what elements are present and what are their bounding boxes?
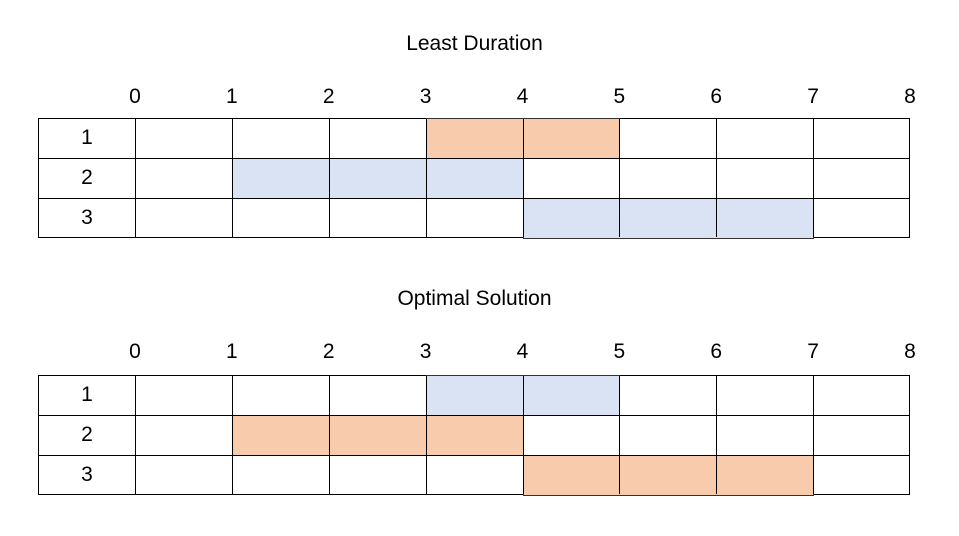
- tick-label: 5: [613, 340, 626, 363]
- tick-label: 0: [129, 85, 141, 108]
- tick-label: 2: [322, 340, 335, 363]
- row-label: 1: [81, 126, 93, 149]
- tick-label: 6: [710, 85, 723, 108]
- tick-label: 8: [904, 85, 916, 108]
- schedule-grid: 1 2 3: [38, 375, 910, 496]
- task-bar-row-2: [231, 158, 524, 199]
- panel-title: Least Duration: [406, 32, 543, 55]
- column-divider: [522, 119, 524, 237]
- panel-title: Optimal Solution: [397, 287, 552, 310]
- column-divider: [425, 119, 427, 237]
- schedule-grid: 1 2 3: [38, 118, 910, 239]
- row-divider: [39, 198, 909, 199]
- column-divider: [813, 376, 815, 494]
- row-label: 2: [81, 423, 93, 446]
- row-divider: [39, 158, 909, 159]
- row-divider: [39, 455, 909, 456]
- column-divider: [813, 119, 815, 237]
- row-label: 2: [81, 166, 93, 189]
- tick-label: 4: [516, 340, 529, 363]
- row-label: 1: [81, 383, 93, 406]
- column-divider: [522, 376, 524, 494]
- tick-label: 7: [807, 85, 819, 108]
- tick-label: 6: [710, 340, 723, 363]
- tick-label: 1: [226, 85, 238, 108]
- column-divider: [425, 376, 427, 494]
- column-divider: [619, 119, 621, 237]
- task-bar-row-3: [522, 198, 815, 239]
- tick-label: 4: [516, 85, 529, 108]
- tick-label: 0: [129, 340, 141, 363]
- tick-label: 2: [322, 85, 335, 108]
- tick-label: 3: [419, 340, 432, 363]
- task-bar-row-2: [231, 415, 524, 456]
- row-label: 3: [81, 463, 93, 486]
- task-bar-row-3: [522, 455, 815, 496]
- column-divider: [135, 376, 136, 494]
- row-divider: [39, 415, 909, 416]
- column-divider: [716, 376, 718, 494]
- tick-label: 1: [226, 340, 238, 363]
- column-divider: [231, 119, 233, 237]
- tick-label: 7: [807, 340, 819, 363]
- column-divider: [328, 376, 330, 494]
- column-divider: [135, 119, 136, 237]
- tick-label: 5: [613, 85, 626, 108]
- column-divider: [328, 119, 330, 237]
- tick-label: 3: [419, 85, 432, 108]
- column-divider: [231, 376, 233, 494]
- tick-label: 8: [904, 340, 916, 363]
- column-divider: [619, 376, 621, 494]
- column-divider: [716, 119, 718, 237]
- row-label: 3: [81, 206, 93, 229]
